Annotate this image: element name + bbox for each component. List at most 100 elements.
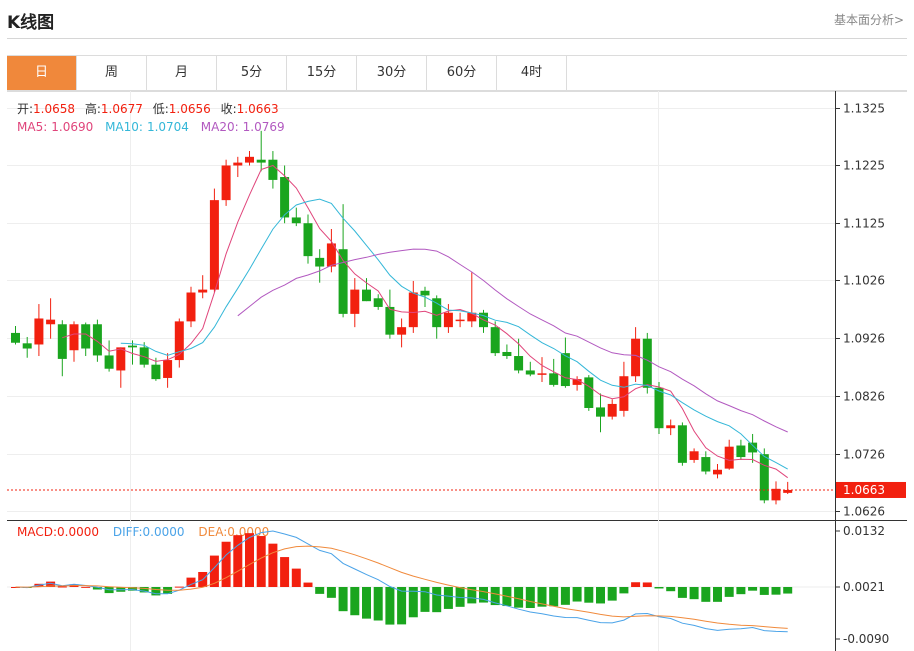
tab-4hour[interactable]: 4时 <box>497 56 567 90</box>
header-divider <box>7 38 907 39</box>
candle-body[interactable] <box>326 243 336 267</box>
candle-body[interactable] <box>209 200 219 290</box>
kline-chart[interactable]: 1.1325 1.1225 1.1125 1.1026 1.0926 1.0826 1.07… <box>7 91 907 651</box>
candle-body[interactable] <box>139 347 149 365</box>
ma5-label: MA5: <box>17 120 47 134</box>
candle-body[interactable] <box>57 324 67 359</box>
candle-body[interactable] <box>549 373 559 385</box>
macd-bar <box>397 587 407 625</box>
candle-body[interactable] <box>631 338 641 377</box>
candle-body[interactable] <box>116 347 126 371</box>
macd-bar <box>783 587 793 594</box>
candle-body[interactable] <box>701 457 711 472</box>
candle-body[interactable] <box>397 327 407 335</box>
candle-body[interactable] <box>514 356 524 371</box>
candle-body[interactable] <box>607 403 617 417</box>
candle-body[interactable] <box>245 156 254 163</box>
candle-body[interactable] <box>619 376 629 411</box>
tab-day[interactable]: 日 <box>7 56 77 90</box>
candle-body[interactable] <box>467 312 477 322</box>
candle-body[interactable] <box>186 292 196 322</box>
candle-body[interactable] <box>22 343 32 349</box>
candle-body[interactable] <box>385 306 395 335</box>
candle-body[interactable] <box>163 360 173 378</box>
candle-body[interactable] <box>432 298 442 328</box>
candle-body[interactable] <box>502 351 512 357</box>
macd-bar <box>432 587 442 613</box>
candle-body[interactable] <box>291 217 301 224</box>
candle-body[interactable] <box>490 327 500 354</box>
tab-week[interactable]: 周 <box>77 56 147 90</box>
candle-body[interactable] <box>151 364 161 380</box>
price-tick-label: 1.1225 <box>843 159 885 173</box>
candle-body[interactable] <box>736 445 746 458</box>
candle-body[interactable] <box>104 355 114 369</box>
candle-body[interactable] <box>303 223 313 257</box>
candle-body[interactable] <box>198 289 208 293</box>
candle-body[interactable] <box>748 442 758 453</box>
macd-bar <box>57 586 67 588</box>
macd-bar <box>151 587 161 596</box>
candle-body[interactable] <box>34 318 44 345</box>
fundamental-analysis-link[interactable]: 基本面分析> <box>833 13 904 27</box>
candle-body[interactable] <box>537 373 547 375</box>
macd-bar <box>186 577 196 587</box>
candle-body[interactable] <box>373 298 383 307</box>
candle-body[interactable] <box>46 319 56 325</box>
candle-body[interactable] <box>596 407 605 417</box>
candle-body[interactable] <box>654 387 664 429</box>
price-tick-label: 1.1026 <box>843 274 885 288</box>
candle-body[interactable] <box>221 165 231 201</box>
macd-bar <box>759 587 769 595</box>
candle-body[interactable] <box>128 345 137 348</box>
macd-bar <box>537 587 547 607</box>
candle-body[interactable] <box>408 292 418 328</box>
candle-body[interactable] <box>455 319 465 322</box>
macd-tick-label: 0.0021 <box>843 580 885 594</box>
tab-60min[interactable]: 60分 <box>427 56 497 90</box>
candle-body[interactable] <box>677 425 687 463</box>
candle-body[interactable] <box>268 159 278 180</box>
candle-body[interactable] <box>92 324 102 356</box>
tab-5min[interactable]: 5分 <box>217 56 287 90</box>
candle-body[interactable] <box>338 249 348 314</box>
candle-body[interactable] <box>689 451 699 460</box>
candle-body[interactable] <box>572 379 582 385</box>
macd-bar <box>209 555 219 587</box>
macd-bar <box>408 587 418 618</box>
candle-body[interactable] <box>174 321 184 361</box>
candle-body[interactable] <box>315 257 325 267</box>
candle-body[interactable] <box>350 289 360 314</box>
candle-body[interactable] <box>443 312 453 328</box>
candle-body[interactable] <box>69 324 79 351</box>
low-label: 低: <box>153 102 169 116</box>
candle-body[interactable] <box>362 289 371 302</box>
candle-body[interactable] <box>233 162 243 166</box>
high-value: 1.0677 <box>101 102 143 116</box>
macd-bar <box>467 587 477 604</box>
candle-body[interactable] <box>724 446 734 469</box>
candle-body[interactable] <box>11 332 20 343</box>
macd-bar <box>701 587 711 602</box>
candle-body[interactable] <box>560 353 570 387</box>
candle-body[interactable] <box>666 425 676 429</box>
tab-30min[interactable]: 30分 <box>357 56 427 90</box>
candle-body[interactable] <box>584 377 594 408</box>
candle-body[interactable] <box>759 454 769 501</box>
open-value: 1.0658 <box>33 102 75 116</box>
candle-body[interactable] <box>642 338 652 388</box>
candle-body[interactable] <box>525 370 535 375</box>
candle-body[interactable] <box>420 290 430 296</box>
candle-body[interactable] <box>783 489 793 493</box>
candle-body[interactable] <box>713 469 722 475</box>
candle-body[interactable] <box>256 159 266 163</box>
macd-bar <box>280 557 290 587</box>
candle-body[interactable] <box>771 488 781 501</box>
tab-month[interactable]: 月 <box>147 56 217 90</box>
macd-bar <box>46 581 56 587</box>
ma20-value: 1.0769 <box>243 120 285 134</box>
candle-body[interactable] <box>81 324 91 349</box>
tab-15min[interactable]: 15分 <box>287 56 357 90</box>
price-tick-label: 1.1125 <box>843 217 885 231</box>
candle-body[interactable] <box>280 177 290 218</box>
